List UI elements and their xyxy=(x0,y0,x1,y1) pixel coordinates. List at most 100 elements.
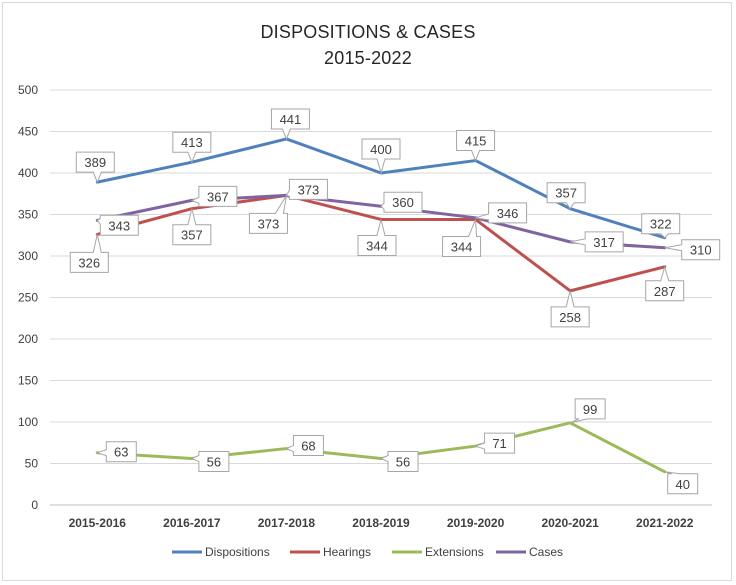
data-label-callout xyxy=(270,108,310,141)
data-label-text: 400 xyxy=(370,142,392,157)
legend-label: Extensions xyxy=(425,545,484,559)
data-label-text: 344 xyxy=(366,238,388,253)
data-label-callout xyxy=(473,432,516,454)
y-tick-label: 50 xyxy=(25,457,39,471)
data-label-text: 322 xyxy=(650,217,672,232)
data-label: 68 xyxy=(285,435,324,457)
data-label-callout xyxy=(569,398,606,424)
data-label-text: 413 xyxy=(181,135,203,150)
data-label-text: 415 xyxy=(465,134,487,149)
x-axis: 2015-2016 2016-2017 2017-2018 2018-2019 2019… xyxy=(69,516,694,530)
data-label: 322 xyxy=(641,213,681,239)
data-label: 326 xyxy=(69,234,109,273)
data-label-callout xyxy=(645,264,685,302)
x-tick-label: 2018-2019 xyxy=(352,516,410,530)
data-label-text: 317 xyxy=(593,235,615,250)
data-label: 344 xyxy=(442,219,482,257)
data-label: 343 xyxy=(96,214,139,236)
data-label: 346 xyxy=(475,202,528,224)
data-label-callout xyxy=(664,239,721,261)
data-label-callout xyxy=(550,290,590,328)
x-tick-label: 2016-2017 xyxy=(163,516,221,530)
data-label: 40 xyxy=(664,471,699,495)
data-label-text: 99 xyxy=(583,402,597,417)
legend-item-cases: Cases xyxy=(496,545,563,559)
data-label-callout xyxy=(190,451,230,473)
data-label-text: 63 xyxy=(114,445,128,460)
data-label-text: 56 xyxy=(207,455,221,470)
series-line-extensions xyxy=(95,421,667,474)
data-label: 373 xyxy=(285,178,328,200)
data-label-text: 343 xyxy=(108,218,130,233)
data-label-callout xyxy=(190,185,238,207)
data-label: 441 xyxy=(270,108,310,141)
data-label-callout xyxy=(285,435,324,457)
legend: Dispositions Hearings Extensions Cases xyxy=(172,545,563,559)
data-label-text: 310 xyxy=(690,243,712,258)
x-tick-label: 2020-2021 xyxy=(541,516,599,530)
data-label-callout xyxy=(546,182,586,210)
x-tick-label: 2019-2020 xyxy=(447,516,505,530)
y-tick-label: 200 xyxy=(18,332,38,346)
data-label: 400 xyxy=(361,138,401,175)
data-label: 373 xyxy=(248,195,288,234)
data-label-text: 360 xyxy=(392,195,414,210)
data-label-text: 373 xyxy=(258,216,280,231)
data-label-callout xyxy=(95,441,137,463)
data-label: 56 xyxy=(379,451,419,473)
data-label-text: 357 xyxy=(181,228,203,243)
data-label: 258 xyxy=(550,290,590,328)
y-tick-label: 450 xyxy=(18,125,38,139)
data-label-text: 389 xyxy=(84,155,106,170)
data-label: 71 xyxy=(473,432,516,454)
data-label-text: 71 xyxy=(492,436,506,451)
x-tick-label: 2017-2018 xyxy=(258,516,316,530)
data-label-callout xyxy=(357,219,397,256)
data-label: 287 xyxy=(645,264,685,302)
data-label-text: 40 xyxy=(675,477,689,492)
data-label: 63 xyxy=(95,441,137,463)
data-label: 310 xyxy=(664,239,721,261)
data-label-callout xyxy=(248,195,288,234)
data-label: 357 xyxy=(172,208,212,246)
data-label: 357 xyxy=(546,182,586,210)
y-tick-label: 500 xyxy=(18,83,38,97)
y-tick-label: 0 xyxy=(31,498,38,512)
legend-item-extensions: Extensions xyxy=(392,545,484,559)
gridlines xyxy=(50,89,712,506)
data-label-callout xyxy=(570,231,624,253)
data-label-text: 357 xyxy=(555,186,577,201)
legend-label: Hearings xyxy=(323,545,371,559)
data-label-text: 373 xyxy=(298,182,320,197)
data-label-text: 326 xyxy=(78,255,100,270)
data-label-callout xyxy=(172,208,212,246)
data-label-callout xyxy=(361,138,401,175)
data-label-text: 367 xyxy=(207,189,229,204)
y-tick-label: 350 xyxy=(18,208,38,222)
data-label-text: 346 xyxy=(497,206,519,221)
data-label: 415 xyxy=(456,130,496,162)
y-tick-label: 400 xyxy=(18,166,38,180)
data-label: 99 xyxy=(569,398,606,424)
data-label: 360 xyxy=(380,191,423,213)
legend-item-hearings: Hearings xyxy=(290,545,371,559)
data-label: 389 xyxy=(75,151,115,184)
data-label-callout xyxy=(442,219,482,257)
data-label: 367 xyxy=(190,185,238,207)
data-label-callout xyxy=(641,213,681,239)
data-labels: 389 413 441 400 415 357 322 326 357 373 344 344 258 2… xyxy=(69,108,721,495)
legend-item-dispositions: Dispositions xyxy=(172,545,270,559)
data-label-callout xyxy=(285,178,328,200)
data-label-callout xyxy=(379,451,419,473)
data-label-callout xyxy=(172,131,212,164)
y-tick-label: 250 xyxy=(18,291,38,305)
data-label: 344 xyxy=(357,219,397,256)
chart-title: DISPOSITIONS & CASES xyxy=(260,22,476,42)
x-tick-label: 2021-2022 xyxy=(636,516,694,530)
data-label-callout xyxy=(475,202,528,224)
y-tick-label: 300 xyxy=(18,249,38,263)
y-axis: 0 50 100 150 200 250 300 350 400 450 500 xyxy=(18,83,38,512)
data-label: 56 xyxy=(190,451,230,473)
